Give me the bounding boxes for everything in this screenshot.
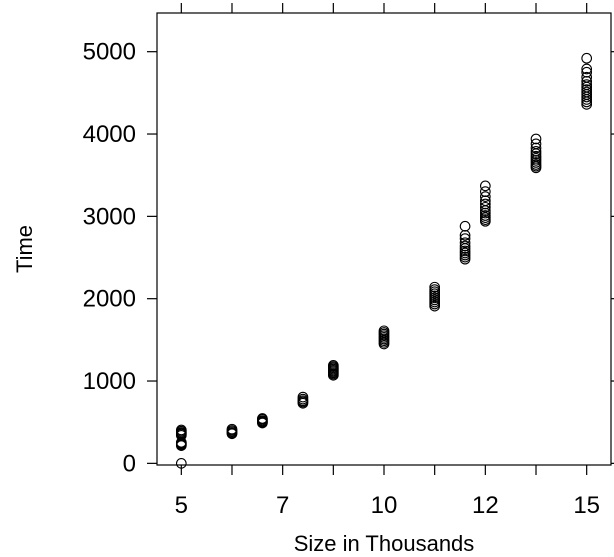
data-point — [530, 145, 542, 157]
data-point — [327, 360, 339, 371]
x-tick-label: 7 — [276, 492, 289, 519]
y-tick-label: 2000 — [83, 286, 136, 313]
data-points — [175, 52, 593, 469]
data-point — [226, 423, 238, 435]
data-point — [297, 391, 309, 403]
x-tick-label: 15 — [573, 492, 600, 519]
data-point — [530, 138, 542, 150]
x-tick-labels: 5 7 10 12 15 — [175, 492, 600, 519]
data-point — [429, 284, 441, 295]
y-tick-label: 5000 — [83, 39, 136, 66]
y-axis-title: Time — [12, 225, 37, 273]
data-point — [581, 52, 593, 64]
data-point — [459, 245, 471, 257]
data-point — [581, 79, 593, 90]
data-point — [459, 220, 471, 232]
data-point — [479, 191, 491, 202]
data-point — [581, 71, 593, 83]
data-point — [378, 325, 390, 337]
axis-ticks — [147, 3, 614, 475]
data-point — [581, 63, 593, 75]
data-point — [530, 133, 542, 145]
y-tick-labels: 0 1000 2000 3000 4000 5000 — [83, 39, 136, 478]
y-tick-label: 0 — [123, 450, 136, 477]
data-point — [479, 180, 491, 192]
data-point — [479, 198, 491, 210]
x-axis-title: Size in Thousands — [294, 531, 475, 556]
y-tick-label: 3000 — [83, 203, 136, 230]
data-point — [459, 237, 471, 249]
x-tick-label: 10 — [371, 492, 398, 519]
data-point — [429, 281, 441, 293]
data-point — [479, 186, 491, 198]
data-point — [530, 150, 542, 162]
x-tick-label: 5 — [175, 492, 188, 519]
x-tick-label: 12 — [472, 492, 499, 519]
data-point — [581, 84, 593, 95]
data-point — [479, 210, 491, 221]
data-point — [459, 240, 471, 252]
data-point — [175, 424, 187, 436]
data-point — [459, 233, 471, 244]
data-point — [581, 66, 593, 78]
y-tick-label: 4000 — [83, 121, 136, 148]
data-point — [479, 201, 491, 213]
data-point — [257, 413, 268, 424]
data-point — [175, 458, 187, 469]
y-tick-label: 1000 — [83, 368, 136, 395]
data-point — [581, 86, 593, 98]
plot-frame — [156, 12, 612, 466]
